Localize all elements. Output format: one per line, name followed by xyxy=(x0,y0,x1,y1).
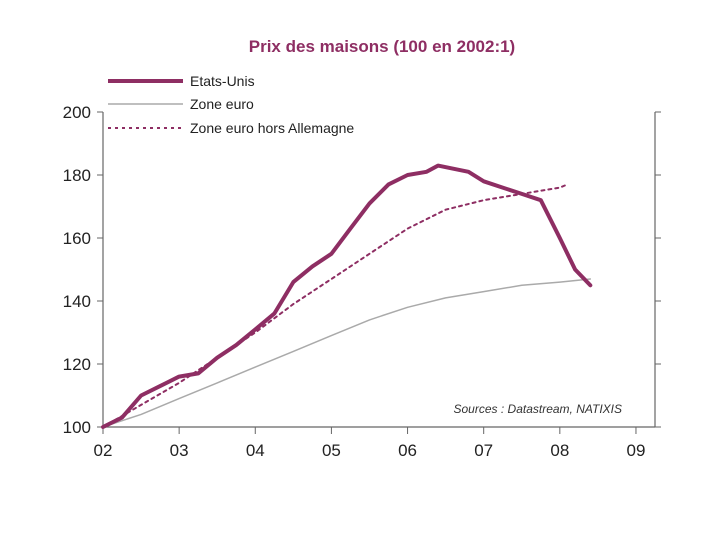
y-tick-label: 160 xyxy=(63,229,91,248)
legend-label-us: Etats-Unis xyxy=(190,73,255,89)
x-tick-label: 07 xyxy=(474,441,493,460)
y-tick-label: 100 xyxy=(63,418,91,437)
x-tick-label: 04 xyxy=(246,441,265,460)
x-tick-label: 06 xyxy=(398,441,417,460)
line-zone-euro xyxy=(102,278,592,428)
chart-title: Prix des maisons (100 en 2002:1) xyxy=(249,37,515,56)
axes: 100 120 140 160 180 200 02 03 04 05 06 07 08 09 xyxy=(63,103,661,460)
x-tick-label: 09 xyxy=(627,441,646,460)
source-note: Sources : Datastream, NATIXIS xyxy=(454,402,623,416)
series-lines xyxy=(101,163,593,429)
y-tick-label: 200 xyxy=(63,103,91,122)
x-tick-label: 02 xyxy=(94,441,113,460)
line-zone-euro-hors-allemagne xyxy=(102,183,569,428)
legend-label-eurozone: Zone euro xyxy=(190,96,254,112)
line-etats-unis xyxy=(101,163,593,429)
x-tick-label: 05 xyxy=(322,441,341,460)
y-tick-label: 140 xyxy=(63,292,91,311)
legend-label-eurozone-ex-germany: Zone euro hors Allemagne xyxy=(190,120,354,136)
x-tick-label: 03 xyxy=(170,441,189,460)
y-tick-label: 180 xyxy=(63,166,91,185)
legend: Etats-Unis Zone euro Zone euro hors Alle… xyxy=(108,73,354,136)
x-tick-label: 08 xyxy=(550,441,569,460)
y-tick-label: 120 xyxy=(63,355,91,374)
